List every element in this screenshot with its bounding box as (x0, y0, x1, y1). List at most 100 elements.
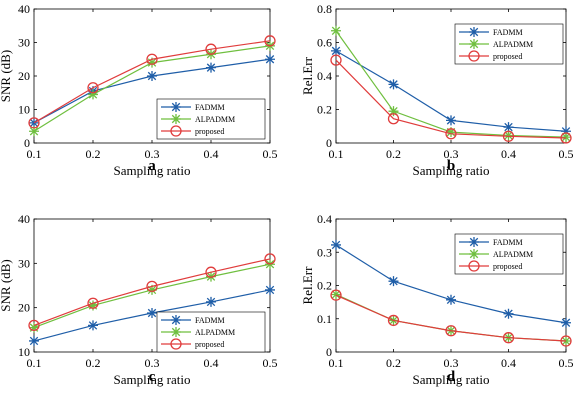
chart-panel-c: 0.1 0.2 0.3 0.4 0.5 10 20 30 40 Sampling ratio SNR… (0, 212, 278, 387)
series-alpadmm (331, 25, 571, 143)
data-point (388, 79, 399, 90)
y-tick-label: 0.2 (317, 279, 332, 293)
y-tick-label: 30 (18, 36, 30, 50)
data-point (387, 314, 400, 327)
x-tick-label: 0.4 (204, 147, 219, 161)
data-point (502, 130, 515, 142)
panel-letter: b (447, 158, 455, 174)
x-axis-label: Sampling ratio (413, 372, 490, 387)
data-point (146, 280, 158, 293)
x-tick-label: 0.4 (501, 147, 516, 161)
panel-letter: a (148, 158, 156, 174)
chart-panel-b: 0.1 0.2 0.3 0.4 0.5 0 0.2 0.4 0.6 0.8 Sampling rat… (300, 2, 574, 178)
legend-label: ALPADMM (195, 115, 235, 124)
data-point (445, 128, 457, 140)
data-point (28, 319, 40, 332)
legend-marker (171, 102, 181, 112)
data-point (264, 253, 276, 265)
x-tick-label: 0.1 (27, 147, 42, 161)
x-tick-label: 0.2 (86, 356, 101, 370)
series-fadmm (331, 45, 571, 137)
legend-label: ALPADMM (493, 250, 533, 259)
data-point (205, 266, 217, 278)
legend: FADMM ALPADMM proposed (156, 311, 266, 353)
legend-marker (468, 260, 480, 272)
data-point (88, 300, 98, 311)
x-tick-label: 0.5 (559, 147, 574, 161)
y-tick-label: 30 (18, 256, 30, 270)
y-tick-label: 0.4 (317, 69, 332, 83)
y-tick-label: 0.1 (317, 312, 332, 326)
y-tick-label: 0 (326, 345, 332, 359)
y-axis-label: SNR (dB) (0, 259, 13, 311)
x-tick-label: 0.1 (329, 147, 344, 161)
data-point (147, 284, 157, 295)
data-point (88, 320, 98, 331)
panel-letter: c (149, 369, 156, 385)
data-point (446, 127, 456, 138)
y-tick-label: 0 (326, 136, 332, 150)
x-tick-label: 0.3 (145, 147, 160, 161)
panel-letter: d (447, 369, 456, 385)
legend-label: FADMM (493, 28, 523, 37)
data-point (29, 335, 39, 346)
data-point (147, 57, 157, 68)
data-point (146, 53, 158, 65)
data-point (387, 113, 400, 125)
x-tick-label: 0.2 (86, 147, 101, 161)
data-point (503, 122, 514, 133)
data-point (446, 294, 456, 305)
series-proposed (330, 289, 572, 347)
legend-label: proposed (493, 262, 522, 271)
chart-panel-a: 0.1 0.2 0.3 0.4 0.5 0 10 20 30 40 Sampling ratio SN… (0, 2, 278, 178)
data-point (388, 106, 399, 117)
y-tick-label: 20 (18, 69, 30, 83)
legend-marker (469, 27, 479, 37)
y-tick-label: 0.3 (317, 245, 332, 259)
y-axis-label: Rel.Err (300, 56, 315, 95)
x-axis-label: Sampling ratio (114, 163, 191, 178)
data-point (88, 89, 98, 100)
x-tick-label: 0.5 (559, 356, 574, 370)
series-proposed (28, 35, 276, 129)
y-tick-label: 20 (18, 301, 30, 315)
data-point (205, 43, 217, 55)
legend: FADMM ALPADMM proposed (156, 98, 266, 140)
data-point (330, 54, 342, 66)
series-fadmm (29, 284, 275, 346)
legend-label: proposed (493, 52, 522, 61)
series-line (335, 294, 567, 342)
legend-marker (171, 114, 181, 124)
data-point (147, 71, 157, 81)
series-fadmm (331, 239, 571, 328)
x-tick-label: 0.3 (444, 356, 459, 370)
series-proposed (28, 253, 276, 332)
x-tick-label: 0.1 (329, 356, 344, 370)
legend-marker (469, 249, 479, 259)
data-point (445, 325, 457, 337)
legend: FADMM ALPADMM proposed (454, 233, 564, 275)
y-tick-label: 0.4 (317, 212, 332, 226)
series-line (335, 59, 567, 139)
data-point (331, 45, 341, 56)
data-point (561, 132, 571, 143)
data-point (561, 317, 571, 328)
x-tick-label: 0.3 (444, 147, 459, 161)
legend-label: ALPADMM (493, 40, 533, 49)
data-point (87, 297, 99, 309)
data-point (561, 126, 571, 137)
data-point (87, 82, 99, 94)
x-tick-label: 0.4 (204, 356, 219, 370)
data-point (265, 284, 275, 295)
legend-label: proposed (195, 127, 224, 136)
legend-marker (171, 315, 181, 325)
legend-marker (468, 50, 480, 62)
y-axis-label: Rel.Err (300, 266, 315, 305)
y-tick-label: 0.2 (317, 103, 332, 117)
series-line (33, 258, 271, 326)
legend: FADMM ALPADMM proposed (454, 23, 564, 65)
series-proposed (330, 54, 572, 144)
y-axis-label: SNR (dB) (0, 50, 13, 102)
data-point (502, 332, 515, 344)
